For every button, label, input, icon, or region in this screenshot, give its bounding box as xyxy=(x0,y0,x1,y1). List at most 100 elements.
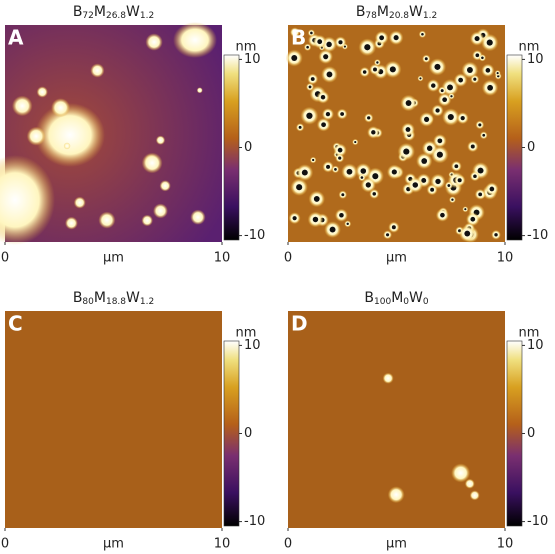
x-tick-label: 0 xyxy=(284,537,292,552)
particle-core xyxy=(346,168,353,175)
particle-core xyxy=(306,45,309,49)
title-subscript: 1.2 xyxy=(140,297,154,307)
x-tick-label: 10 xyxy=(497,537,514,552)
colorbar-tick-label: 10 xyxy=(527,52,544,67)
particle xyxy=(98,211,116,229)
particle xyxy=(141,214,153,227)
particle-core xyxy=(326,164,331,169)
title-element: M xyxy=(94,290,106,306)
particle-core xyxy=(464,230,471,237)
particle-core xyxy=(485,68,491,73)
particle-core xyxy=(391,225,396,230)
colorbar-tick-label: 10 xyxy=(244,338,261,353)
particle-core xyxy=(329,226,336,233)
particle-core xyxy=(430,187,435,192)
particle-core xyxy=(393,35,399,41)
title-element: W xyxy=(126,290,140,306)
colorbar-tick-label: 10 xyxy=(244,52,261,67)
particle-core xyxy=(431,83,436,88)
particle-core xyxy=(346,222,349,226)
x-tick-label: 0 xyxy=(1,537,9,552)
particle-core xyxy=(341,193,345,197)
particle-core xyxy=(457,178,462,183)
title-element: M xyxy=(377,4,389,20)
particle-core xyxy=(496,72,499,75)
particle-core xyxy=(454,164,459,169)
particle-core xyxy=(419,77,422,80)
particle xyxy=(153,203,168,219)
particle xyxy=(11,95,33,117)
particle-core xyxy=(338,40,343,45)
particle-core xyxy=(317,39,323,45)
title-subscript: 80 xyxy=(82,297,94,307)
title-element: W xyxy=(409,290,423,306)
colorbar xyxy=(223,54,240,241)
particle-core xyxy=(340,112,345,116)
title-subscript: 20.8 xyxy=(389,11,409,21)
particle-core xyxy=(475,53,480,58)
particle-core xyxy=(437,138,443,144)
particle xyxy=(451,463,471,483)
particle-core xyxy=(440,212,445,218)
colorbar-tick-label: 0 xyxy=(527,426,535,441)
title-subscript: 100 xyxy=(374,297,391,307)
particle-core xyxy=(364,44,371,51)
particle-core xyxy=(373,67,377,72)
colorbar-unit: nm xyxy=(519,40,540,55)
title-subscript: 0 xyxy=(423,297,429,307)
particle-core xyxy=(391,169,397,175)
colorbar-tick-label: 0 xyxy=(244,426,252,441)
title-subscript: 72 xyxy=(82,11,93,21)
particle xyxy=(469,490,480,501)
particle-core xyxy=(458,77,464,83)
particle-core xyxy=(451,198,454,201)
particle-core xyxy=(293,30,297,34)
particle-core xyxy=(473,174,477,178)
colorbar xyxy=(506,54,523,241)
particle xyxy=(26,126,46,146)
particle-core xyxy=(426,145,433,152)
panel-label: A xyxy=(8,26,24,50)
particle xyxy=(159,180,171,192)
particle-core xyxy=(298,125,302,129)
title-element: W xyxy=(409,4,423,20)
colorbar-unit: nm xyxy=(236,326,257,341)
particle-core xyxy=(421,177,427,183)
particle xyxy=(382,372,394,384)
particle-core xyxy=(310,77,315,81)
particle xyxy=(65,216,78,230)
particle-core xyxy=(442,97,448,103)
x-tick-label: 0 xyxy=(1,251,9,266)
title-element: M xyxy=(391,290,403,306)
particle xyxy=(141,152,163,174)
particle-core xyxy=(291,55,298,62)
particle-core xyxy=(371,130,376,135)
particle-core xyxy=(372,192,376,196)
particle-core xyxy=(306,112,313,119)
particle-core xyxy=(367,116,371,120)
colorbar-unit: nm xyxy=(236,40,257,55)
particle-core xyxy=(494,233,498,237)
particle-core xyxy=(326,41,332,48)
particle-core xyxy=(323,54,329,60)
particle-core xyxy=(470,216,476,222)
particle-core xyxy=(424,116,430,122)
x-axis-label: μm xyxy=(386,251,407,266)
particle-core xyxy=(434,63,441,70)
particle-core xyxy=(292,216,297,221)
particle-core xyxy=(310,31,313,35)
particle-core xyxy=(379,35,385,41)
title-subscript: 18.8 xyxy=(106,297,126,307)
panel-label: B xyxy=(291,26,306,50)
colorbar-tick-label: 10 xyxy=(527,338,544,353)
title-subscript: 26.8 xyxy=(106,11,126,21)
particle-core xyxy=(372,173,379,180)
bright-region xyxy=(35,103,105,167)
colorbar-tick-label: -10 xyxy=(527,514,548,529)
particle-core xyxy=(337,147,343,153)
particle-core xyxy=(385,233,390,237)
particle-core xyxy=(482,133,486,137)
panel-title: B72M26.8W1.2 xyxy=(73,4,154,21)
particle-core xyxy=(389,66,396,73)
